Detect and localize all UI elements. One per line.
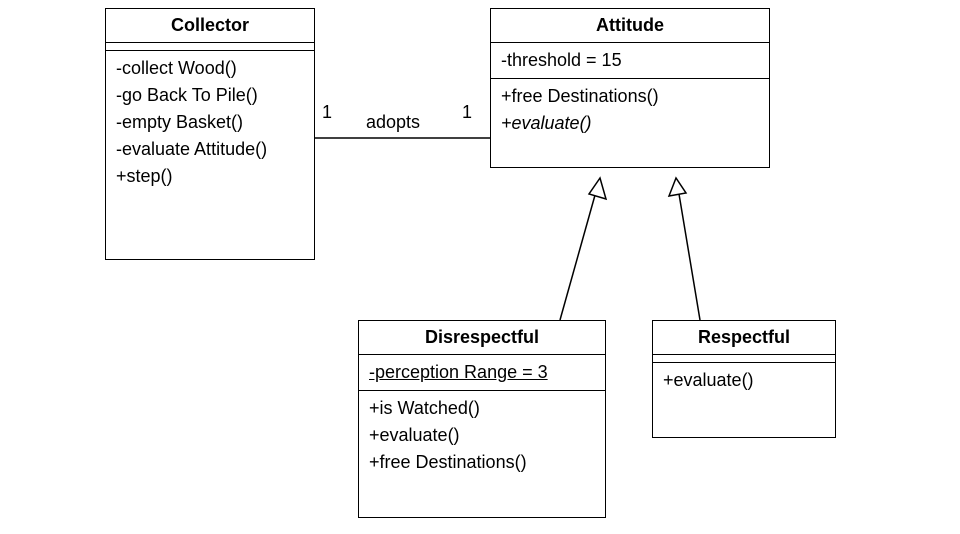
operation: -go Back To Pile() xyxy=(116,82,304,109)
operation: -collect Wood() xyxy=(116,55,304,82)
class-attitude: Attitude -threshold = 15 +free Destinati… xyxy=(490,8,770,168)
operation: +is Watched() xyxy=(369,395,595,422)
attributes-section: -perception Range = 3 xyxy=(359,355,605,391)
association-label: adopts xyxy=(366,112,420,133)
class-title: Respectful xyxy=(653,321,835,355)
class-title: Collector xyxy=(106,9,314,43)
class-title: Disrespectful xyxy=(359,321,605,355)
operation: -evaluate Attitude() xyxy=(116,136,304,163)
generalization-respectful xyxy=(669,178,700,320)
attribute: -perception Range = 3 xyxy=(369,359,595,386)
attribute: -threshold = 15 xyxy=(501,47,759,74)
operation: +evaluate() xyxy=(369,422,595,449)
operation: +free Destinations() xyxy=(369,449,595,476)
operation: +evaluate() xyxy=(501,110,759,137)
attributes-section xyxy=(106,43,314,51)
operations-section: +is Watched() +evaluate() +free Destinat… xyxy=(359,391,605,480)
association-mult-right: 1 xyxy=(462,102,472,123)
operation: +step() xyxy=(116,163,304,190)
operations-section: +evaluate() xyxy=(653,363,835,398)
operation: +evaluate() xyxy=(663,367,825,394)
class-title: Attitude xyxy=(491,9,769,43)
class-respectful: Respectful +evaluate() xyxy=(652,320,836,438)
operations-section: -collect Wood() -go Back To Pile() -empt… xyxy=(106,51,314,194)
attributes-section xyxy=(653,355,835,363)
association-mult-left: 1 xyxy=(322,102,332,123)
class-disrespectful: Disrespectful -perception Range = 3 +is … xyxy=(358,320,606,518)
operation: -empty Basket() xyxy=(116,109,304,136)
generalization-disrespectful xyxy=(560,178,606,320)
operations-section: +free Destinations() +evaluate() xyxy=(491,79,769,141)
class-collector: Collector -collect Wood() -go Back To Pi… xyxy=(105,8,315,260)
operation: +free Destinations() xyxy=(501,83,759,110)
attributes-section: -threshold = 15 xyxy=(491,43,769,79)
